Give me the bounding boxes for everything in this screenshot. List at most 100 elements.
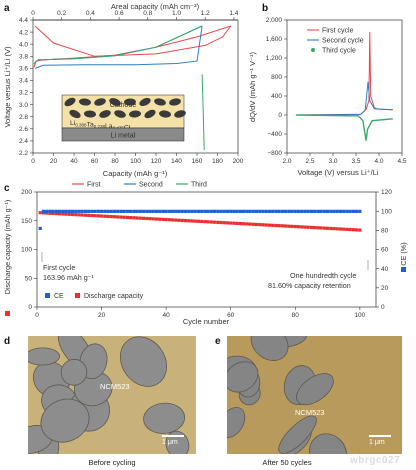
ce-point [103,209,107,213]
discharge-point [80,213,84,217]
inset-li-metal-layer [61,127,185,142]
y-tick-label: 400 [271,93,282,100]
ce-point [164,209,168,213]
inset-particle [79,98,91,106]
grain [278,415,317,454]
discharge-point [77,213,81,217]
inset-particle [139,97,151,107]
x-tick-label: 60 [91,158,99,165]
inset-cathode-label: Cathode [110,102,137,109]
discharge-point [190,219,194,223]
legend-label: Third cycle [322,48,356,55]
discharge-point [99,214,104,218]
ce-point [145,209,149,213]
sem-image-after: NCM523 1 μm [227,336,402,454]
discharge-point [145,216,149,221]
ce-point [238,209,242,213]
ce-point [329,209,333,213]
ce-point [258,209,262,213]
ce-point [216,209,220,213]
panel-b-letter: b [262,3,269,14]
ce-point [45,209,49,213]
x-tick-label: 20 [98,312,106,319]
ce-point [83,209,88,213]
voltage-curves [33,25,232,151]
plot-frame [286,19,403,154]
ce-point [96,209,100,213]
grain [40,398,90,443]
y-tick-label-right: 0 [381,304,385,311]
y-tick-label-left: 0 [28,304,32,311]
x-tick-label: 40 [163,312,171,319]
ce-point [193,209,197,213]
ce-point [135,209,139,213]
discharge-point [200,219,204,224]
panel-c-letter: c [4,183,10,194]
y-tick-label: 2.6 [19,126,28,133]
y-tick-label: 4.0 [19,41,28,48]
discharge-point [96,214,100,218]
discharge-point [287,224,291,228]
discharge-point [167,218,171,222]
scale-bar-label: 1 μm [369,439,385,446]
grain [227,361,259,393]
y-tick-label: 2.2 [19,150,28,157]
discharge-point [345,227,349,231]
discharge-point [58,212,62,216]
ce-point [203,209,207,213]
discharge-point [187,219,191,223]
discharge-point [51,211,55,216]
grain [143,402,186,434]
discharge-point [280,224,284,228]
ce-point [274,209,278,213]
discharge-point [132,216,136,220]
ce-point [119,209,123,213]
grain [28,347,60,366]
panel-e-letter: e [215,336,221,347]
ce-point [303,209,307,213]
y-tick-label: −400 [267,131,282,138]
legend-label-third: Third [191,182,207,189]
ce-point [206,209,210,213]
discharge-point [151,217,155,221]
discharge-point [261,223,265,227]
legend: First cycle Second cycle Third cycle [307,28,364,55]
discharge-point [212,220,217,224]
inset-particle [159,110,171,118]
ce-point [232,209,236,213]
before-cycling-caption: Before cycling [88,458,136,467]
discharge-point [109,214,113,219]
y-tick-label: 800 [271,74,282,81]
discharge-marker [5,311,10,316]
discharge-point [171,218,175,222]
discharge-point [141,216,146,220]
ce-point [64,209,68,213]
ce-point [306,209,310,213]
y-axis-label: Voltage versus Li⁺/Li (V) [3,46,12,128]
discharge-point [338,227,343,231]
discharge-point [300,225,304,229]
curve-third-cycle [296,114,393,141]
ce-point [51,209,55,213]
y-axis-label-left-text: Discharge capacity (mAh g⁻¹) [3,200,12,294]
discharge-point [138,216,142,220]
legend-label-second: Second [139,182,163,189]
inset-particle [154,98,166,106]
top-axis-label: Areal capacity (mAh cm⁻²) [111,2,200,11]
x-axis-label: Capacity (mAh g⁻¹) [103,169,168,178]
discharge-point [313,226,317,230]
ce-point [158,209,162,213]
y-ticks: 2,000 1,600 1,200 800 400 0 −400 −800 [266,17,287,157]
discharge-point [316,226,320,230]
ce-point [222,209,226,213]
ce-point [93,209,97,213]
discharge-point [235,221,239,226]
discharge-point [342,227,346,231]
inset-particle [99,110,111,118]
discharge-point [238,221,242,226]
first-cycle-annotation-line2: 163.96 mAh g⁻¹ [43,273,95,282]
discharge-point [174,218,178,222]
ce-point [138,209,142,213]
discharge-point [290,224,294,228]
y-tick-label: 4.2 [19,29,28,36]
